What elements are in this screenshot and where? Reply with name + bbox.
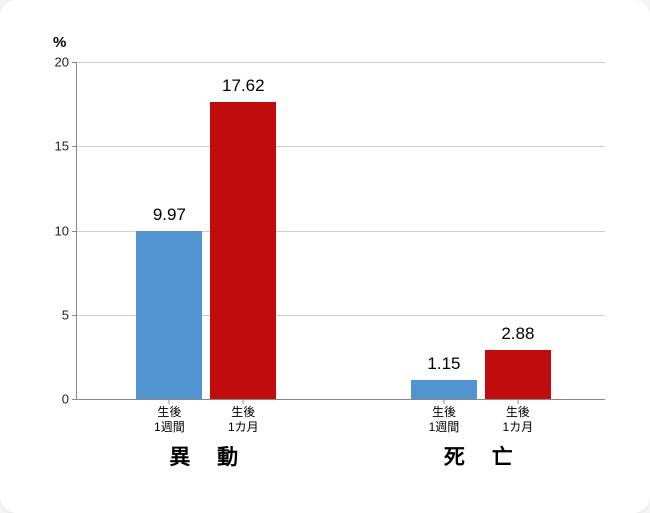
gridline	[77, 146, 605, 147]
bar-value-label: 17.62	[222, 76, 265, 102]
bar: 1.15	[411, 380, 477, 399]
bar: 9.97	[136, 231, 202, 399]
bar: 2.88	[485, 350, 551, 399]
chart-plot: 051015209.97生後1週間17.62生後1カ月異 動1.15生後1週間2…	[76, 62, 605, 400]
ytick-label: 10	[49, 223, 77, 238]
chart-card: % 051015209.97生後1週間17.62生後1カ月異 動1.15生後1週…	[0, 0, 650, 513]
plot-area: 051015209.97生後1週間17.62生後1カ月異 動1.15生後1週間2…	[76, 62, 605, 400]
bar-value-label: 1.15	[427, 354, 460, 380]
ytick-label: 0	[49, 392, 77, 407]
bar-value-label: 9.97	[153, 205, 186, 231]
group-label: 異 動	[169, 399, 248, 471]
bar-value-label: 2.88	[501, 324, 534, 350]
y-axis-unit: %	[53, 34, 66, 51]
ytick-label: 20	[49, 55, 77, 70]
gridline	[77, 62, 605, 63]
group-label: 死 亡	[444, 399, 523, 471]
ytick-label: 5	[49, 307, 77, 322]
bar: 17.62	[210, 102, 276, 399]
ytick-label: 15	[49, 139, 77, 154]
